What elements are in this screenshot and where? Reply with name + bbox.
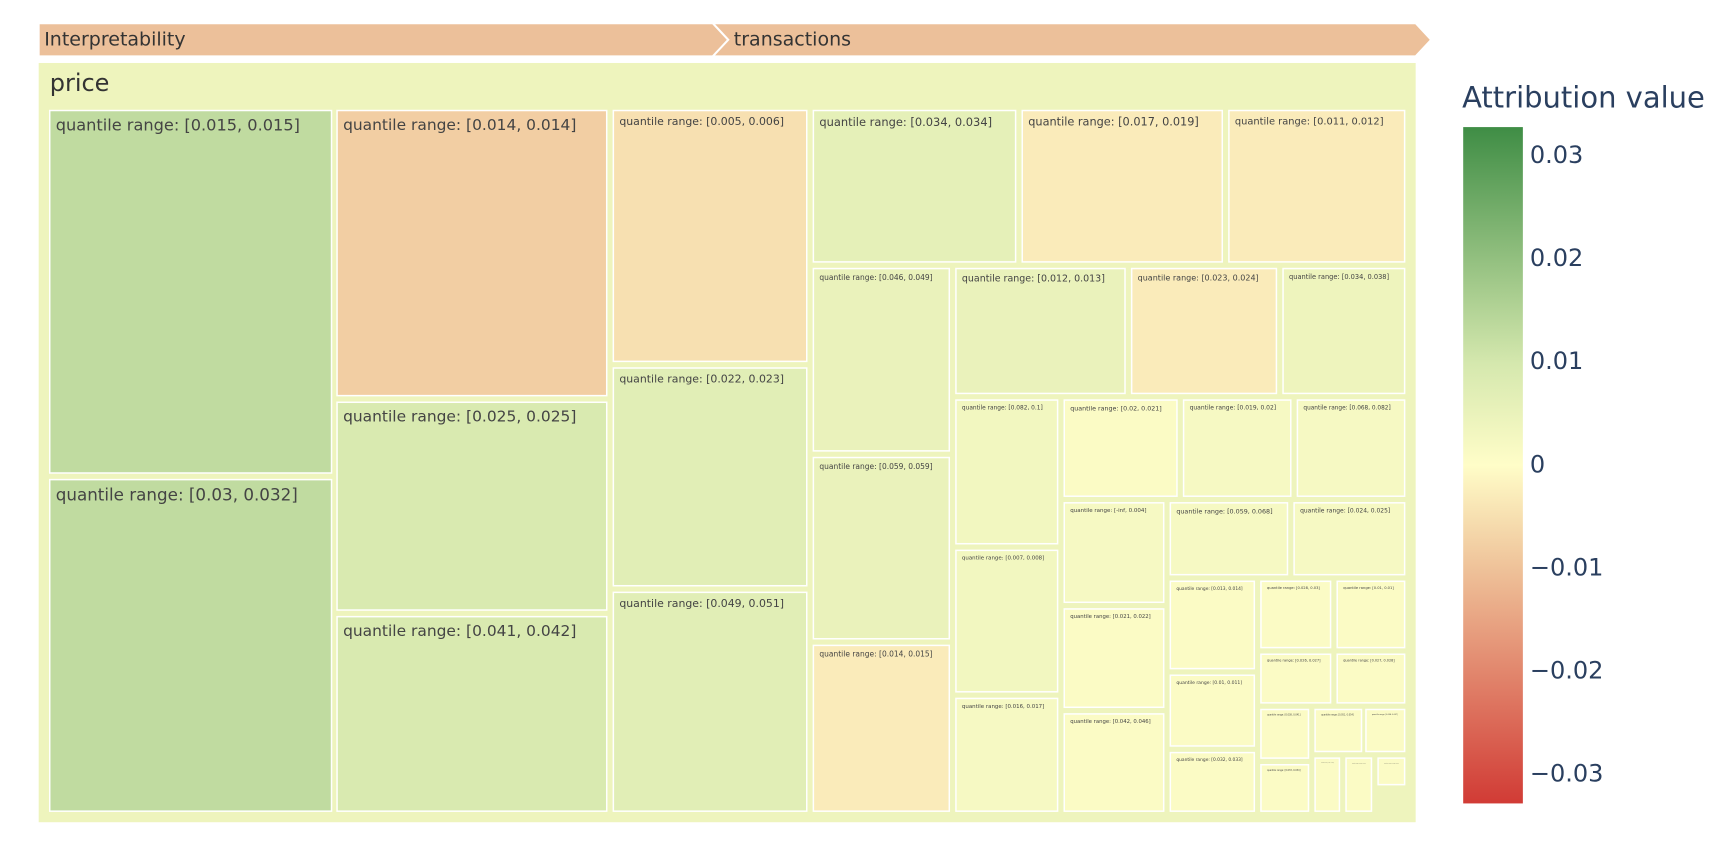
tile-label: quantile range: [0.034, 0.034]	[819, 115, 992, 129]
tile-label: quantile range: [0.054, 0.057]	[1372, 713, 1398, 716]
tile	[1063, 399, 1178, 497]
tile-label: quantile range: [0.02, 0.021]	[1070, 405, 1162, 412]
tile-label: quantile range: [0.01, 0.01]	[1343, 586, 1394, 590]
pathbar-label: Interpretability	[44, 28, 185, 50]
colorbar	[1463, 127, 1523, 804]
tile	[336, 109, 608, 397]
tile-label: quantile range: [0.013, 0.014]	[1176, 586, 1243, 592]
tile	[1365, 708, 1406, 753]
tile-label: quantile range: [0.014, 0.014]	[343, 116, 576, 134]
tile-label: quantile range: [0.005, 0.006]	[619, 115, 784, 128]
colorbar-tick-label: 0	[1530, 450, 1545, 478]
tile-label: quantile range: [0.059, 0.059]	[819, 462, 932, 471]
tile	[812, 267, 951, 452]
tile-label: quantile range: [0.082, 0.1]	[962, 406, 1043, 412]
tile-label: quantile range: [0.017, 0.019]	[1028, 115, 1199, 128]
tile-label: quantile range: [0.051, 0.054]	[1321, 714, 1354, 717]
colorbar-tick-label: 0.03	[1530, 141, 1583, 169]
colorbar-tick-label: −0.01	[1530, 553, 1604, 581]
tile-label: quantile range: [0.03, 0.032]	[56, 484, 298, 504]
tile	[1260, 763, 1310, 812]
tile-label: quantile range: [0.027, 0.028]	[1343, 659, 1395, 663]
tile	[612, 109, 808, 363]
tile-label: quantile range: [0.046, 0.049]	[819, 273, 932, 282]
tile-label: quantile range: [0.012, 0.013]	[962, 274, 1105, 285]
tile	[336, 615, 608, 812]
colorbar-tick-label: −0.03	[1530, 760, 1604, 788]
tile	[48, 109, 333, 474]
tile	[955, 697, 1059, 812]
tile	[1169, 674, 1256, 747]
tile	[1063, 608, 1165, 709]
colorbar-title: Attribution value	[1462, 80, 1705, 114]
tile	[1169, 751, 1256, 812]
tile	[1182, 399, 1292, 497]
tile	[48, 478, 333, 812]
tile	[612, 367, 808, 587]
tile	[955, 399, 1059, 545]
tile-label: quantile range: [0.011, 0.012]	[1235, 116, 1384, 127]
tile	[1336, 653, 1406, 704]
tile	[812, 456, 951, 640]
root-label: price	[50, 69, 110, 97]
tile	[1169, 580, 1256, 670]
tile-label: quantile range: [0.038, 0.041]	[1267, 714, 1301, 717]
pathbar-label: transactions	[734, 28, 851, 50]
tile	[1063, 713, 1165, 812]
tile	[1377, 757, 1406, 786]
tile	[812, 109, 1017, 263]
tile-label: quantile range: [0.028, 0.03]	[1267, 586, 1320, 590]
tile	[1063, 502, 1165, 604]
tile-label: quantile range: [0.008, 0.009]	[1384, 761, 1399, 764]
tile-label: quantile range: [0.022, 0.023]	[619, 373, 784, 386]
tile-label: quantile range: [0.004, 0.005]	[1321, 761, 1334, 764]
tile-label: quantile range: [0.033, 0.034]	[1267, 769, 1301, 772]
tile	[1296, 399, 1406, 497]
tile	[1345, 757, 1373, 812]
tile-label: quantile range: [0.01, 0.011]	[1176, 680, 1242, 686]
tile	[1282, 267, 1406, 395]
tile-label: quantile range: [0.068, 0.082]	[1303, 406, 1390, 412]
tile	[1314, 708, 1363, 753]
tile-label: quantile range: [0.015, 0.015]	[56, 115, 300, 134]
tile	[1260, 708, 1310, 759]
tile	[1314, 757, 1341, 812]
tile-label: quantile range: [0.049, 0.051]	[619, 597, 784, 610]
tile-label: quantile range: [0.007, 0.008]	[962, 556, 1044, 562]
tile-label: quantile range: [0.023, 0.024]	[1138, 274, 1259, 283]
tile-label: quantile range: [0.019, 0.02]	[1190, 405, 1277, 412]
tile	[1293, 502, 1406, 576]
tile-label: quantile range: [0.006, 0.007]	[1352, 761, 1366, 764]
tile	[612, 591, 808, 812]
tile-label: quantile range: [0.021, 0.022]	[1070, 614, 1150, 620]
colorbar-tick-label: 0.02	[1530, 244, 1583, 272]
tile-label: quantile range: [0.042, 0.046]	[1070, 719, 1150, 725]
tile-label: quantile range: [0.014, 0.015]	[819, 650, 932, 659]
tile-label: quantile range: [0.026, 0.027]	[1267, 659, 1321, 663]
tile-label: quantile range: [0.041, 0.042]	[343, 622, 576, 640]
colorbar-tick-label: 0.01	[1530, 347, 1583, 375]
tile-label: quantile range: [0.034, 0.038]	[1289, 273, 1389, 281]
tile-label: quantile range: [0.059, 0.068]	[1176, 507, 1272, 515]
tile	[1260, 580, 1332, 649]
tile	[1228, 109, 1406, 263]
tile	[336, 401, 608, 611]
tile	[955, 267, 1126, 395]
tile	[955, 549, 1059, 693]
colorbar-tick-label: −0.02	[1530, 656, 1604, 684]
tile	[1169, 502, 1289, 576]
tile	[1260, 653, 1332, 704]
tile-label: quantile range: [0.032, 0.033]	[1176, 757, 1243, 763]
tile	[1336, 580, 1406, 649]
tile-label: quantile range: [0.016, 0.017]	[962, 704, 1044, 710]
tile-label: quantile range: [0.025, 0.025]	[343, 408, 576, 426]
tile	[812, 644, 951, 812]
tile	[1021, 109, 1224, 263]
tile	[1130, 267, 1278, 395]
pathbar-segment	[710, 22, 1433, 58]
tile-label: quantile range: [-inf, 0.004]	[1070, 508, 1146, 514]
tile-label: quantile range: [0.024, 0.025]	[1300, 508, 1390, 515]
